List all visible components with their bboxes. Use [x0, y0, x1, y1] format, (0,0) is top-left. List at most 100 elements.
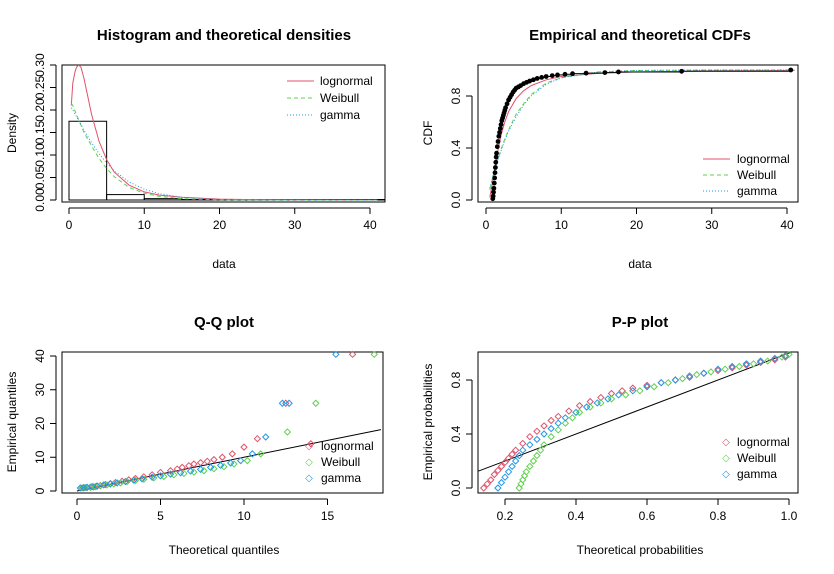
pp-point-gamma [501, 473, 509, 481]
density-x-tick-label: 40 [363, 218, 377, 232]
qq-point-gamma [156, 472, 165, 480]
ecdf-point [562, 71, 568, 77]
qq-y-tick-label: 30 [33, 383, 47, 397]
qq-point-gamma [176, 469, 185, 477]
pp-point-weibull [529, 457, 538, 465]
pp-point-lognormal [700, 369, 708, 377]
pp-point-lognormal [501, 458, 509, 467]
qq-x-label: Theoretical quantiles [169, 543, 280, 557]
qq-point-gamma [226, 459, 235, 467]
pp-point-lognormal [575, 401, 584, 410]
pp-point-weibull [621, 391, 630, 399]
ecdf-point [534, 76, 540, 81]
qq-y-tick-label: 0 [33, 487, 47, 494]
pp-point-weibull [568, 414, 577, 422]
pp-point-weibull [519, 476, 527, 484]
pp-point-gamma [781, 351, 790, 360]
pp-legend-swatch-weibull: ◇ [722, 453, 730, 464]
density-curves [70, 65, 378, 201]
density-x-label: data [212, 257, 236, 271]
pp-y-tick-label: 0.0 [449, 479, 463, 496]
density-y-tick-label: 0.20 [33, 98, 47, 122]
pp-point-lognormal [494, 466, 502, 475]
density-curve-weibull [70, 103, 378, 201]
ecdf-point [570, 71, 575, 77]
pp-point-weibull [749, 360, 758, 368]
pp-point-weibull [678, 374, 687, 383]
pp-point-weibull [664, 378, 673, 387]
qq-point-gamma [121, 477, 130, 486]
cdf-title: Empirical and theoretical CDFs [529, 27, 751, 44]
histogram-bar [106, 194, 145, 201]
qq-point-weibull [150, 474, 158, 482]
qq-point-gamma [206, 463, 215, 472]
pp-point-lognormal [511, 446, 520, 454]
qq-point-gamma [248, 450, 257, 458]
ecdf-point [493, 165, 498, 170]
ecdf-point [555, 72, 560, 78]
qq-point-lognormal [166, 467, 175, 475]
cdf-y-tick-label: 0.0 [449, 191, 463, 208]
qq-y-tick-label: 20 [33, 417, 47, 431]
pp-point-gamma [714, 365, 722, 373]
pp-point-lognormal [565, 407, 573, 415]
qq-point-weibull [243, 456, 252, 465]
qq-point-lognormal [148, 471, 156, 479]
pp-point-weibull [707, 368, 715, 376]
pp-point-gamma [508, 462, 516, 471]
pp-point-weibull [650, 383, 658, 391]
qq-point-weibull [123, 477, 131, 486]
qq-point-weibull [170, 471, 178, 479]
ecdf-point [490, 193, 496, 199]
pp-point-gamma [629, 387, 637, 395]
pp-point-weibull [522, 468, 531, 476]
pp-y-axis: 0.0 0.4 0.8 [449, 371, 473, 496]
qq-legend-lognormal: lognormal [321, 439, 374, 453]
density-y-tick-label: 0.25 [33, 75, 47, 99]
qq-title: Q-Q plot [194, 314, 254, 331]
pp-point-gamma [700, 369, 708, 377]
cdf-plot-frame [477, 64, 799, 203]
pp-point-gamma [533, 435, 541, 444]
cdf-x-tick-label: 30 [705, 218, 719, 232]
pp-point-weibull [778, 353, 786, 361]
cdf-x-tick-label: 40 [780, 218, 794, 232]
cdf-x-axis: 0 10 20 30 40 [483, 207, 794, 232]
panel-pp: P-P plot 0.2 0.4 0.6 0.8 1.0 0.0 0.4 0.8 Theor… [421, 314, 799, 557]
cdf-curve-weibull [489, 69, 795, 190]
pp-reference-line [478, 352, 794, 472]
qq-point-lognormal [228, 450, 237, 458]
pp-point-lognormal [547, 416, 555, 425]
ecdf-point [498, 122, 504, 127]
ecdf-point [492, 175, 498, 181]
histogram-bar [143, 198, 183, 201]
qq-y-label: Empirical quantiles [5, 372, 19, 473]
pp-point-gamma [504, 468, 513, 476]
ecdf-point [494, 150, 499, 156]
pp-point-lognormal [483, 480, 491, 488]
density-title: Histogram and theoretical densities [97, 27, 351, 44]
ecdf-point [504, 101, 510, 107]
pp-legend: ◇ lognormal ◇ Weibull ◇ gamma [722, 435, 790, 481]
pp-point-gamma [547, 424, 555, 433]
density-x-tick-label: 0 [66, 218, 73, 232]
density-curve-lognormal [70, 65, 378, 201]
qq-legend-weibull: Weibull [321, 455, 360, 469]
qq-points [76, 350, 378, 492]
qq-point-gamma [106, 480, 115, 488]
qq-point-weibull [200, 467, 208, 475]
pp-point-weibull [526, 462, 534, 471]
ecdf-point [491, 185, 497, 191]
pp-point-weibull [721, 365, 729, 373]
pp-point-gamma [497, 478, 506, 487]
pp-legend-swatch-lognormal: ◇ [722, 437, 730, 448]
ecdf-point [503, 105, 508, 111]
pp-point-weibull [785, 350, 793, 359]
pp-point-weibull [515, 484, 523, 492]
pp-point-gamma [728, 362, 736, 371]
panel-density: Histogram and theoretical densities 0 10 2… [5, 27, 386, 271]
pp-plot-frame [477, 351, 799, 494]
density-x-tick-label: 20 [213, 218, 227, 232]
pp-point-lognormal [618, 387, 626, 395]
pp-point-weibull [692, 370, 701, 379]
